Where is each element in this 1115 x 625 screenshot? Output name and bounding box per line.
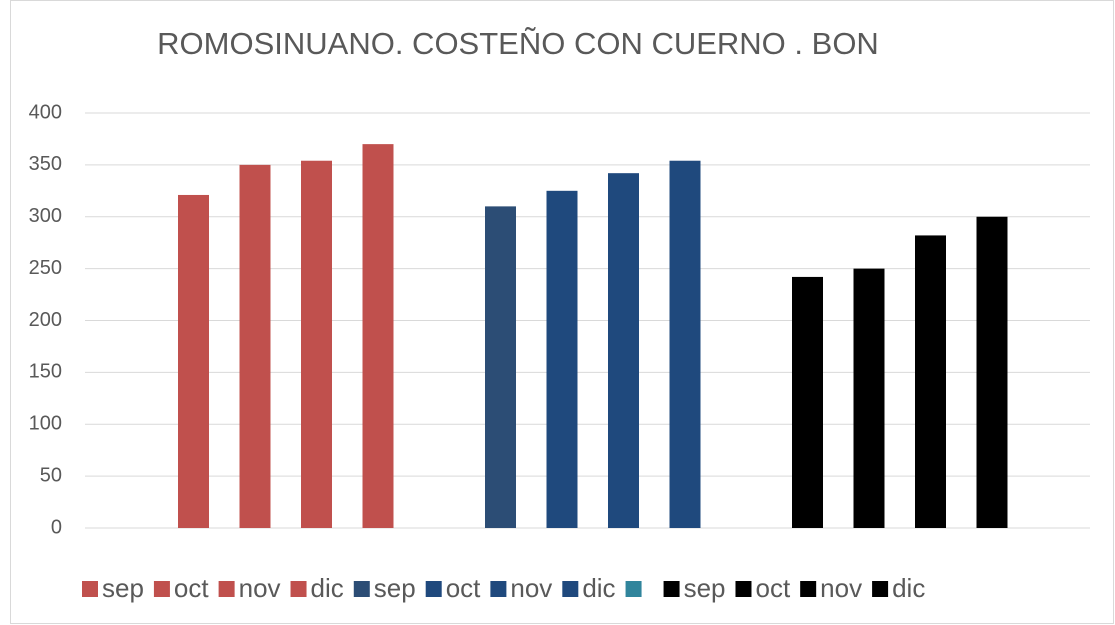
y-tick-label: 400 [29,101,62,123]
bar [178,194,209,528]
bar [669,160,701,528]
bar [792,276,823,528]
y-tick-label: 100 [29,413,62,435]
legend-label: sep [102,573,144,603]
legend-swatch [872,581,889,597]
legend-label: sep [374,573,416,603]
legend-swatch [82,581,98,597]
y-tick-label: 250 [29,257,62,279]
legend-swatch [625,581,642,597]
legend-label: oct [174,573,209,603]
legend-swatch [218,581,235,597]
y-tick-label: 0 [51,516,62,538]
legend-label: dic [582,573,615,603]
legend-swatch [735,581,752,597]
bar [362,144,394,528]
bar [608,173,639,529]
legend-swatch [663,581,680,597]
chart-title: ROMOSINUANO. COSTEÑO CON CUERNO . BON [157,26,879,61]
y-tick-label: 150 [29,361,62,383]
legend-swatch [353,581,370,597]
legend-label: nov [239,573,281,603]
legend-label: oct [446,573,481,603]
legend-swatch [153,581,170,597]
y-tick-label: 350 [29,153,62,175]
bar [853,268,885,528]
bar [546,190,578,528]
legend-label: oct [755,573,790,603]
legend-swatch [490,581,507,597]
bar [915,235,946,529]
legend-label: nov [820,573,862,603]
bar [301,160,332,528]
legend-label: sep [684,573,726,603]
legend-swatch [562,581,579,597]
bar [976,216,1008,528]
legend-swatch [425,581,442,597]
y-tick-label: 50 [40,464,62,486]
legend-label: nov [510,573,552,603]
legend-swatch [800,581,817,597]
y-tick-label: 300 [29,205,62,227]
legend-label: dic [892,573,925,603]
legend-label: dic [311,573,344,603]
y-tick-label: 200 [29,309,62,331]
bar [485,206,516,528]
legend-swatch [290,581,307,597]
bar [239,164,271,528]
